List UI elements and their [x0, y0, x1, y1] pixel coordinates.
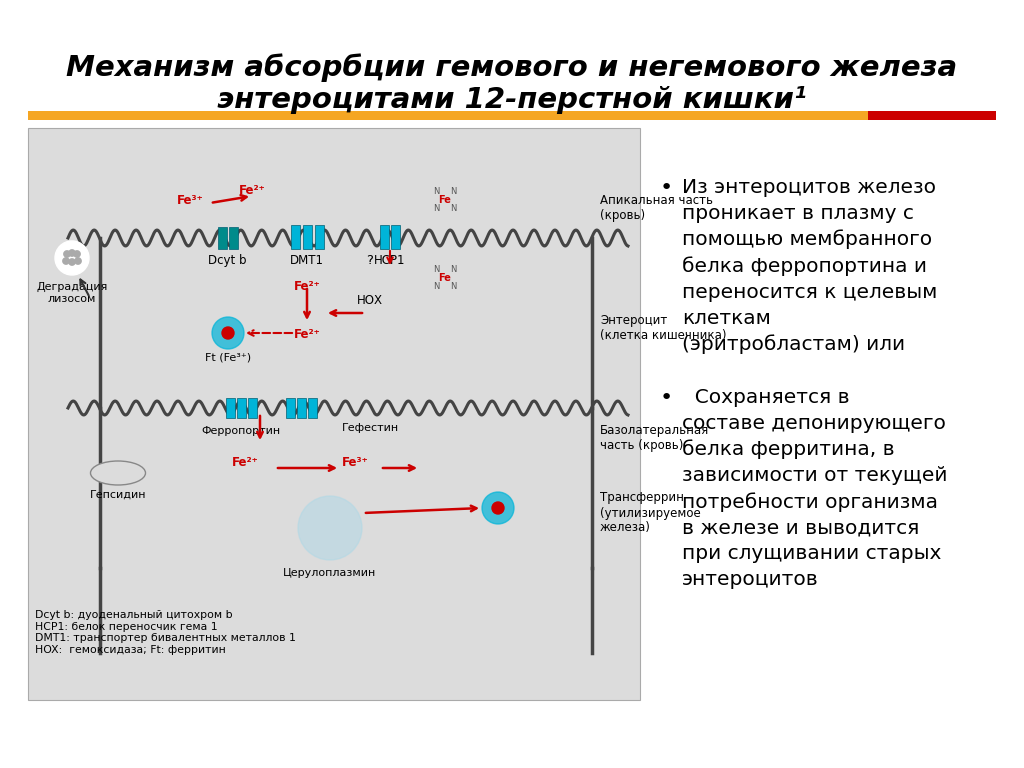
Circle shape — [222, 327, 234, 339]
Text: Из энтероцитов железо
проникает в плазму с
помощью мембранного
белка ферропортин: Из энтероцитов железо проникает в плазму… — [682, 178, 937, 354]
Text: Сохраняется в
составе депонирующего
белка ферритина, в
зависимости от текущей
по: Сохраняется в составе депонирующего белк… — [682, 388, 947, 589]
Bar — [380, 225, 388, 249]
Bar — [28, 128, 640, 700]
Text: Трансферрин
(утилизируемое
железа): Трансферрин (утилизируемое железа) — [600, 492, 700, 535]
Text: Fe: Fe — [438, 273, 452, 283]
Circle shape — [482, 492, 514, 524]
Text: •: • — [660, 178, 673, 198]
Text: энтероцитами 12-перстной кишки¹: энтероцитами 12-перстной кишки¹ — [217, 86, 807, 114]
Text: N: N — [433, 282, 439, 291]
Text: Апикальная часть
(кровь): Апикальная часть (кровь) — [600, 194, 713, 222]
Bar — [286, 398, 295, 418]
Text: N: N — [433, 187, 439, 196]
Text: Энтероцит
(клетка кишечника): Энтероцит (клетка кишечника) — [600, 314, 726, 342]
Ellipse shape — [90, 461, 145, 485]
Bar — [228, 227, 238, 249]
Bar — [237, 398, 246, 418]
Circle shape — [55, 241, 89, 275]
Bar — [248, 398, 256, 418]
Text: Церулоплазмин: Церулоплазмин — [284, 568, 377, 578]
Text: Ферропортин: Ферропортин — [202, 426, 281, 436]
Circle shape — [75, 257, 82, 264]
Text: N: N — [451, 282, 457, 291]
Text: ?: ? — [367, 254, 374, 267]
Text: Fe³⁺: Fe³⁺ — [342, 456, 369, 469]
Circle shape — [74, 250, 81, 257]
Text: HCP1: HCP1 — [374, 254, 406, 267]
Circle shape — [212, 317, 244, 349]
Bar — [291, 225, 299, 249]
Bar — [314, 225, 324, 249]
Text: Fe²⁺: Fe²⁺ — [294, 280, 321, 293]
Text: N: N — [451, 204, 457, 213]
Bar — [225, 398, 234, 418]
Text: Fe²⁺: Fe²⁺ — [294, 328, 321, 341]
Bar — [868, 111, 996, 120]
Text: Базолатеральная
часть (кровь): Базолатеральная часть (кровь) — [600, 424, 710, 452]
Bar — [307, 398, 316, 418]
Text: НОХ: НОХ — [357, 293, 383, 306]
Bar — [217, 227, 226, 249]
Text: Механизм абсорбции гемового и негемового железа: Механизм абсорбции гемового и негемового… — [67, 54, 957, 82]
Circle shape — [62, 257, 70, 264]
Text: DMT1: DMT1 — [290, 254, 324, 267]
Text: Dcyt b: дуоденальный цитохром b
HCP1: белок переносчик гема 1
DMT1: транспортер : Dcyt b: дуоденальный цитохром b HCP1: бе… — [35, 610, 296, 655]
Text: Деградация
лизосом: Деградация лизосом — [36, 282, 108, 304]
Text: •: • — [660, 388, 673, 408]
Bar — [302, 225, 311, 249]
Text: Гефестин: Гефестин — [341, 423, 398, 433]
Text: Fe²⁺: Fe²⁺ — [239, 184, 265, 197]
Text: Fe: Fe — [438, 195, 452, 205]
Circle shape — [298, 496, 362, 560]
Circle shape — [69, 259, 76, 266]
Text: Fe²⁺: Fe²⁺ — [231, 456, 258, 469]
Text: Dcyt b: Dcyt b — [208, 254, 246, 267]
Text: N: N — [433, 265, 439, 274]
Circle shape — [63, 250, 71, 257]
Text: Гепсидин: Гепсидин — [90, 490, 146, 500]
Text: N: N — [433, 204, 439, 213]
Bar — [297, 398, 305, 418]
Text: Fe³⁺: Fe³⁺ — [176, 194, 204, 207]
Text: Ft (Fe³⁺): Ft (Fe³⁺) — [205, 353, 251, 363]
Circle shape — [492, 502, 504, 514]
Text: N: N — [451, 187, 457, 196]
Bar — [390, 225, 399, 249]
Bar — [28, 111, 898, 120]
Text: N: N — [451, 265, 457, 274]
Circle shape — [69, 250, 76, 257]
